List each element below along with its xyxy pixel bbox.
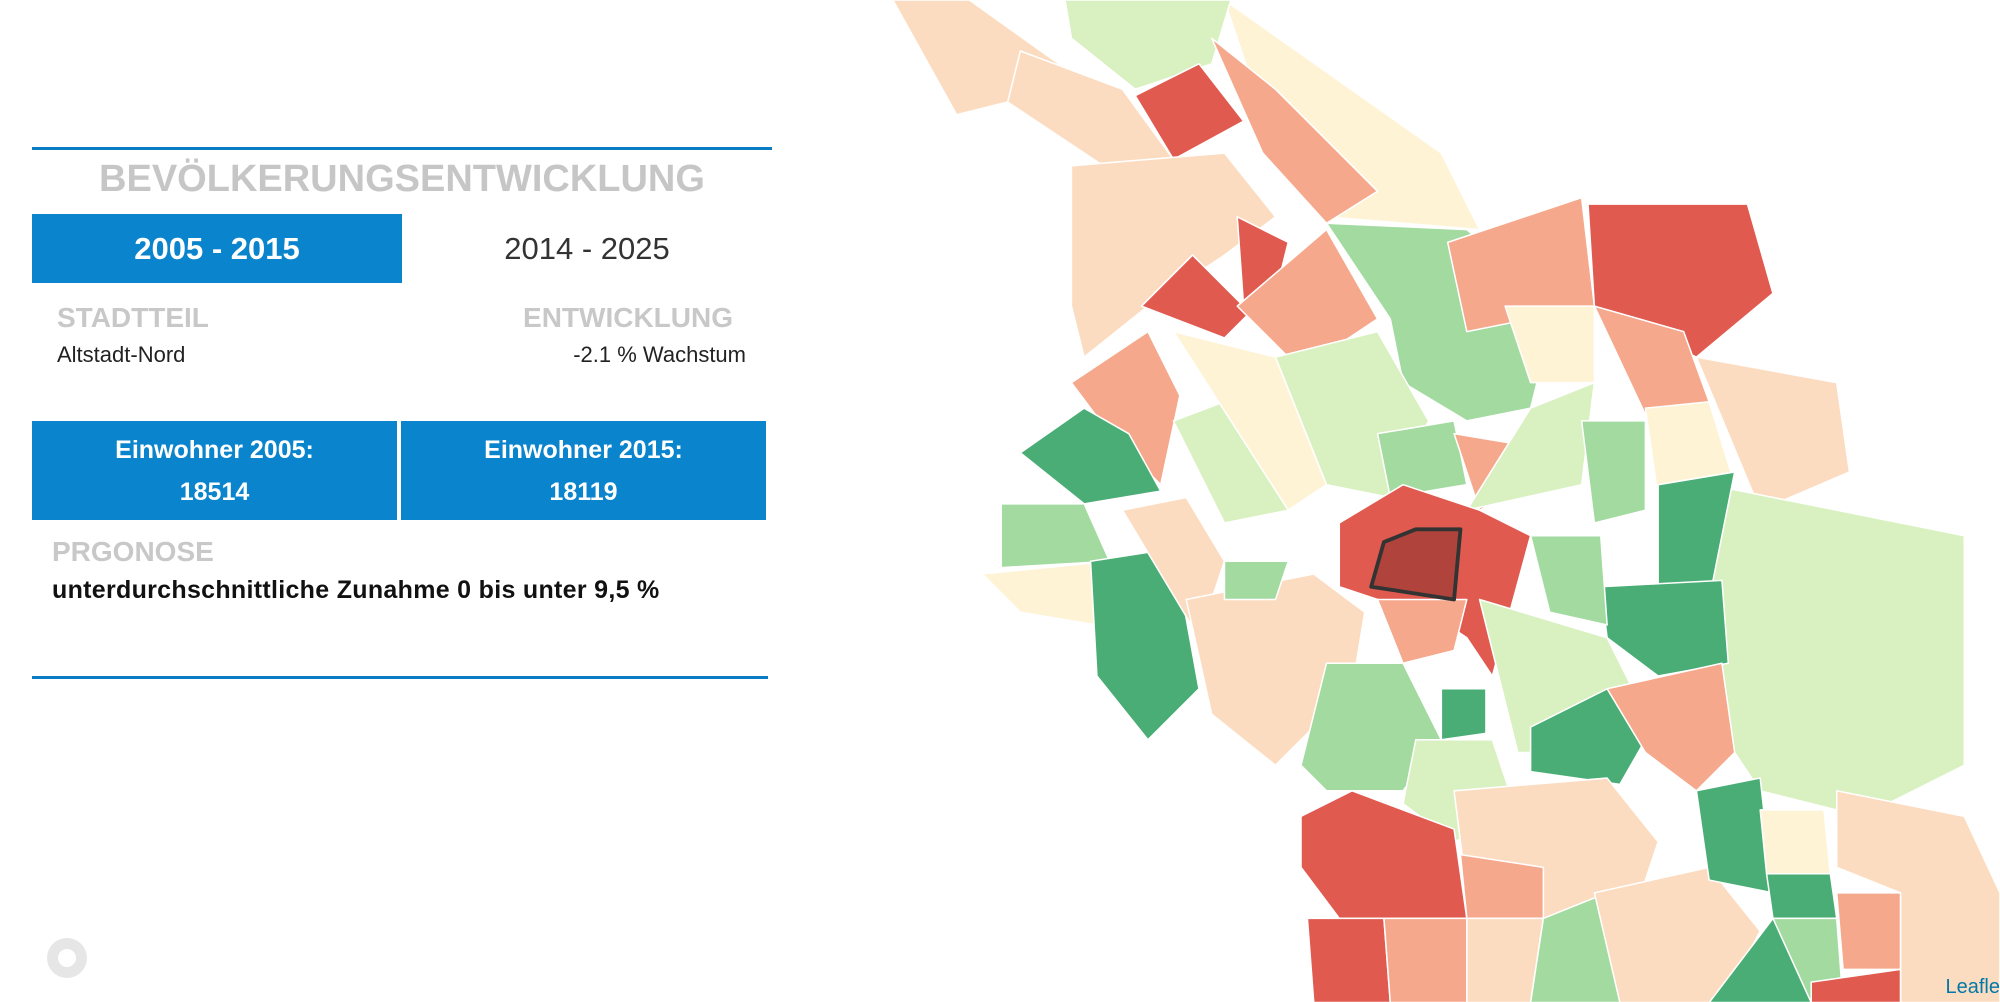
bottom-rule	[32, 676, 768, 679]
district-label: STADTTEIL	[57, 302, 209, 333]
development-value: -2.1 % Wachstum	[573, 342, 746, 367]
district-value: Altstadt-Nord	[57, 342, 186, 367]
development-label: ENTWICKLUNG	[523, 302, 733, 333]
tab[interactable]: 2005 - 2015	[32, 214, 402, 283]
stat-box: Einwohner 2005: 18514	[32, 421, 397, 520]
stat-value: 18119	[549, 478, 618, 506]
stat-label: Einwohner 2005:	[115, 436, 314, 464]
top-rule	[32, 147, 772, 150]
carto-logo-dot	[58, 949, 76, 967]
stat-value: 18514	[179, 478, 250, 506]
panel-title: BEVÖLKERUNGSENTWICKLUNG	[99, 158, 705, 200]
stat-label: Einwohner 2015:	[484, 436, 683, 464]
attribution[interactable]: Leafle	[1946, 976, 2000, 998]
tab[interactable]: 2014 - 2025	[504, 230, 670, 266]
stat-box: Einwohner 2015: 18119	[401, 421, 766, 520]
forecast-value: unterdurchschnittliche Zunahme 0 bis unt…	[52, 576, 660, 604]
forecast-label: PRGONOSE	[52, 536, 214, 567]
